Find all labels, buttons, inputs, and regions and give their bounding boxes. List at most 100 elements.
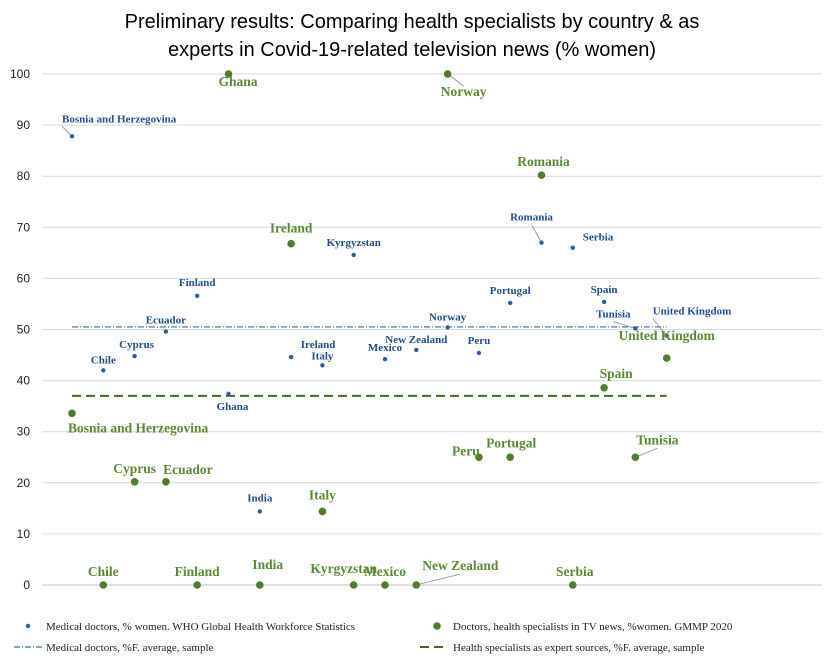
gmmp-label-united-kingdom: United Kingdom xyxy=(618,328,715,343)
gmmp-point-cyprus xyxy=(130,477,139,486)
who-label-portugal: Portugal xyxy=(490,285,531,297)
gmmp-point-peru xyxy=(475,453,483,462)
who-label-ghana: Ghana xyxy=(217,401,249,413)
gmmp-point-mexico xyxy=(381,581,389,589)
who-label-tunisia: Tunisia xyxy=(596,308,631,320)
gmmp-label-romania: Romania xyxy=(517,154,570,169)
who-label-spain: Spain xyxy=(591,284,618,296)
gmmp-label-italy: Italy xyxy=(309,487,336,502)
gmmp-label-mexico: Mexico xyxy=(364,564,406,579)
y-tick-label: 100 xyxy=(10,67,30,81)
who-point-romania xyxy=(539,240,544,245)
gmmp-leader-tunisia xyxy=(635,447,658,458)
gmmp-label-chile: Chile xyxy=(88,564,119,579)
who-point-cyprus xyxy=(132,353,137,359)
y-tick-label: 0 xyxy=(23,578,30,592)
who-label-cyprus: Cyprus xyxy=(119,339,155,351)
gmmp-point-bosnia-and-herzegovina xyxy=(68,409,76,418)
who-point-tunisia xyxy=(633,326,638,331)
chart-title-line-2: experts in Covid-19-related television n… xyxy=(168,39,656,61)
who-label-finland: Finland xyxy=(179,277,216,289)
legend-marker-who xyxy=(25,623,31,629)
gmmp-point-finland xyxy=(193,581,201,589)
who-leader-bosnia-and-herzegovina xyxy=(61,126,73,137)
who-point-kyrgyzstan xyxy=(351,252,356,258)
who-label-italy: Italy xyxy=(311,350,334,362)
y-tick-label: 40 xyxy=(17,374,31,388)
gmmp-point-ghana xyxy=(224,70,233,78)
who-point-ireland xyxy=(288,354,294,360)
y-tick-label: 20 xyxy=(17,476,31,490)
gmmp-label-ghana: Ghana xyxy=(219,74,258,89)
gmmp-point-serbia xyxy=(569,581,577,589)
gmmp-label-kyrgyzstan: Kyrgyzstan xyxy=(310,561,377,576)
legend-label-specialists-average: Health specialists as expert sources, %F… xyxy=(453,642,705,654)
y-tick-label: 30 xyxy=(17,425,31,439)
gmmp-point-tunisia xyxy=(631,453,640,462)
who-label-new-zealand: New Zealand xyxy=(385,334,447,346)
who-point-norway xyxy=(445,325,450,330)
gmmp-point-new-zealand xyxy=(412,581,421,589)
legend-label-who: Medical doctors, % women. WHO Global Hea… xyxy=(46,621,355,633)
who-label-ireland: Ireland xyxy=(301,339,336,351)
y-tick-label: 10 xyxy=(17,527,31,541)
gmmp-point-chile xyxy=(99,581,108,589)
who-label-mexico: Mexico xyxy=(368,342,403,354)
who-label-romania: Romania xyxy=(510,212,553,224)
who-label-kyrgyzstan: Kyrgyzstan xyxy=(327,237,381,249)
gmmp-label-peru: Peru xyxy=(452,443,480,458)
who-point-india xyxy=(257,509,262,514)
gmmp-label-ecuador: Ecuador xyxy=(163,462,213,477)
chart-title-line-1: Preliminary results: Comparing health sp… xyxy=(124,11,700,33)
who-point-mexico xyxy=(382,356,388,362)
gmmp-label-india: India xyxy=(252,557,283,572)
who-label-india: India xyxy=(247,492,273,504)
y-tick-label: 70 xyxy=(17,220,31,234)
gmmp-label-portugal: Portugal xyxy=(486,435,536,450)
y-tick-label: 80 xyxy=(17,169,31,183)
gmmp-label-new-zealand: New Zealand xyxy=(422,558,499,573)
who-label-serbia: Serbia xyxy=(583,232,614,244)
who-point-portugal xyxy=(508,300,513,306)
gmmp-point-ecuador xyxy=(162,477,170,486)
legend-label-gmmp: Doctors, health specialists in TV news, … xyxy=(453,621,733,633)
gmmp-point-india xyxy=(255,581,264,589)
who-point-bosnia-and-herzegovina xyxy=(69,134,75,139)
who-label-chile: Chile xyxy=(91,354,116,366)
gmmp-label-tunisia: Tunisia xyxy=(636,432,679,447)
who-point-spain xyxy=(601,299,607,305)
who-label-ecuador: Ecuador xyxy=(146,315,186,327)
who-leader-romania xyxy=(531,224,542,243)
who-label-peru: Peru xyxy=(468,335,491,347)
gmmp-label-bosnia-and-herzegovina: Bosnia and Herzegovina xyxy=(68,420,209,435)
gmmp-point-spain xyxy=(600,383,608,392)
y-tick-label: 60 xyxy=(17,271,31,285)
gmmp-label-ireland: Ireland xyxy=(270,221,313,236)
who-point-serbia xyxy=(570,245,575,250)
gmmp-point-portugal xyxy=(506,453,514,462)
who-point-new-zealand xyxy=(414,347,419,353)
who-label-norway: Norway xyxy=(429,311,467,323)
gmmp-point-ireland xyxy=(287,239,295,248)
who-point-finland xyxy=(195,293,200,298)
who-point-united-kingdom xyxy=(664,333,669,338)
gmmp-point-norway xyxy=(443,70,452,78)
y-tick-label: 50 xyxy=(17,323,31,337)
gmmp-label-finland: Finland xyxy=(175,564,221,579)
who-point-chile xyxy=(101,368,106,373)
gmmp-point-kyrgyzstan xyxy=(349,581,358,589)
who-leader-tunisia xyxy=(613,321,636,329)
y-tick-label: 90 xyxy=(17,118,31,132)
who-label-united-kingdom: United Kingdom xyxy=(653,306,732,318)
gmmp-label-norway: Norway xyxy=(441,84,487,99)
gmmp-point-italy xyxy=(318,507,327,516)
who-point-italy xyxy=(320,363,325,368)
who-point-ecuador xyxy=(163,329,169,334)
gmmp-label-cyprus: Cyprus xyxy=(113,461,156,476)
chart-title: Preliminary results: Comparing health sp… xyxy=(0,8,824,64)
gmmp-label-serbia: Serbia xyxy=(556,564,594,579)
legend-marker-gmmp xyxy=(433,622,441,630)
gmmp-point-romania xyxy=(537,171,546,179)
who-point-peru xyxy=(476,350,482,356)
